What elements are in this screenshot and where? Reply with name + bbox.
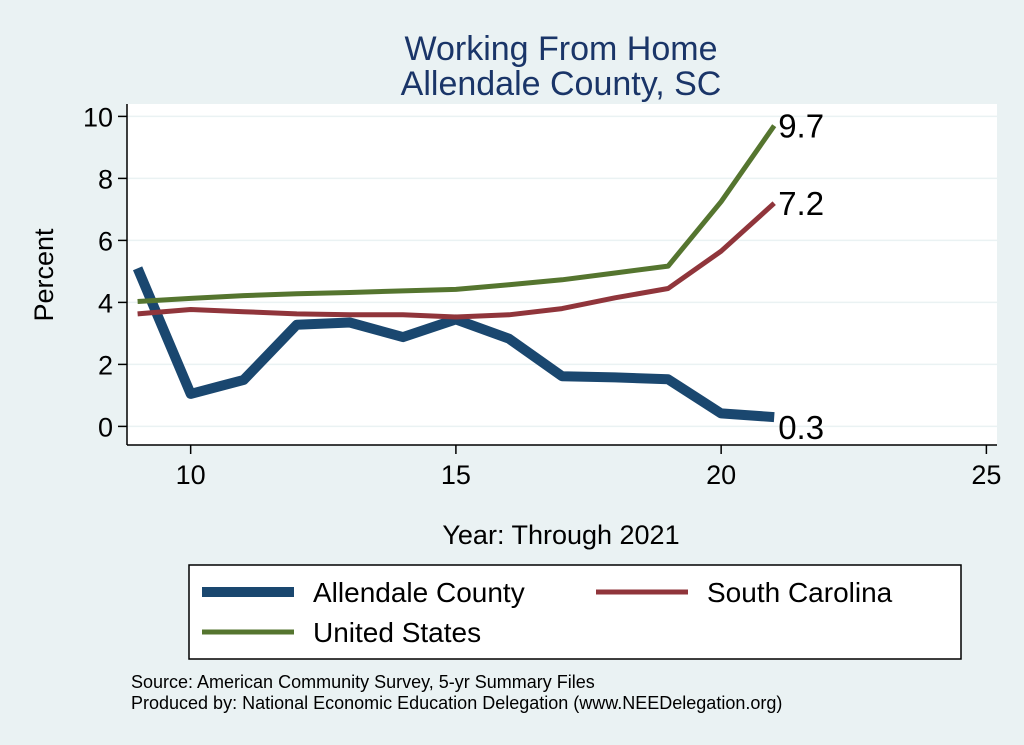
x-ticks: 10 15 20 25 — [176, 445, 1001, 490]
end-label-south-carolina: 7.2 — [778, 185, 824, 222]
grid-lines — [127, 115, 997, 428]
legend-label-south-carolina: South Carolina — [707, 577, 893, 608]
series-lines — [132, 124, 777, 423]
legend-box — [188, 564, 962, 660]
source-note: Source: American Community Survey, 5-yr … — [131, 672, 595, 692]
chart-title-line-1: Working From Home — [405, 30, 718, 68]
y-ticks: 0 2 4 6 8 10 — [83, 102, 127, 442]
y-tick-label: 10 — [83, 102, 113, 132]
legend-label-united-states: United States — [313, 617, 481, 648]
x-tick-label: 10 — [176, 460, 206, 490]
y-tick-label: 0 — [98, 412, 113, 442]
series-line-united-states — [137, 124, 777, 304]
legend: Allendale County South Carolina United Sta… — [202, 577, 893, 648]
series-line-south-carolina — [137, 201, 776, 320]
x-tick-label: 15 — [441, 460, 471, 490]
axes — [126, 104, 997, 446]
end-labels: 0.3 7.2 9.7 — [778, 108, 824, 446]
end-label-united-states: 9.7 — [778, 108, 824, 145]
end-label-allendale-county: 0.3 — [778, 409, 824, 446]
y-tick-label: 8 — [98, 164, 113, 194]
y-tick-label: 2 — [98, 350, 113, 380]
legend-label-allendale-county: Allendale County — [313, 577, 525, 608]
x-tick-label: 25 — [971, 460, 1001, 490]
produced-by-note: Produced by: National Economic Education… — [131, 693, 782, 713]
y-tick-label: 6 — [98, 226, 113, 256]
plot-area — [127, 104, 997, 445]
x-axis-label: Year: Through 2021 — [442, 520, 679, 550]
y-tick-label: 4 — [98, 288, 113, 318]
chart-title-line-2: Allendale County, SC — [401, 65, 722, 103]
y-axis-label: Percent — [29, 228, 59, 322]
x-tick-label: 20 — [706, 460, 736, 490]
